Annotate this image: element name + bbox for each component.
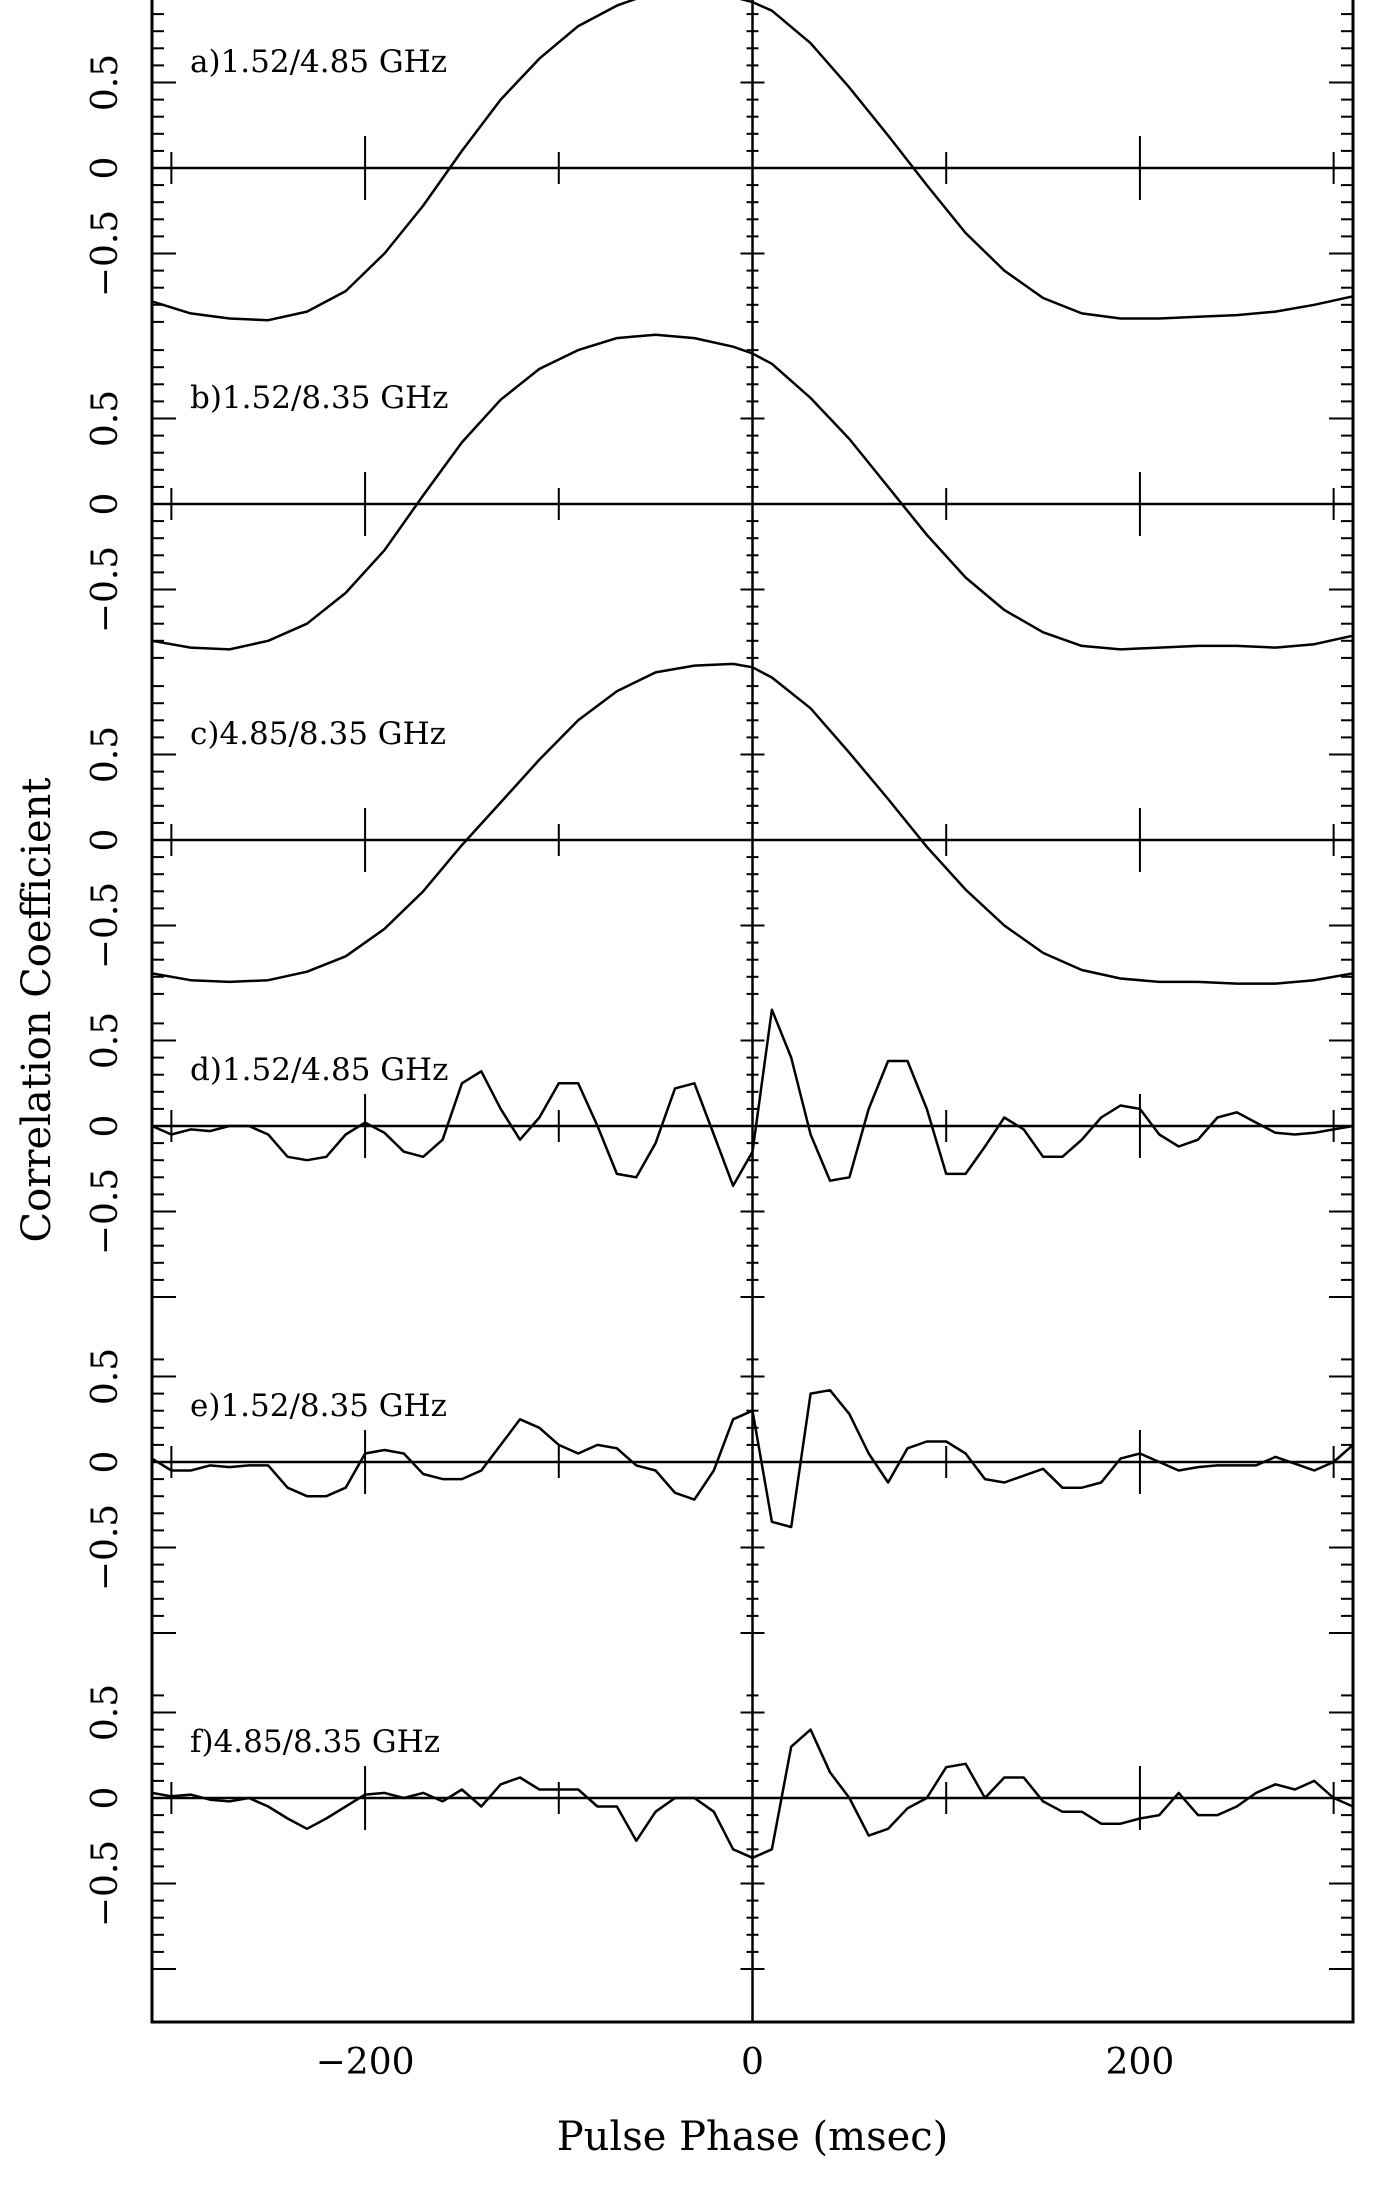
series-line-f: [151, 1728, 1354, 1860]
panel-f: −0.5 0 0.5 f)4.85/8.35 GHz: [85, 1684, 1354, 1970]
panel-e: −0.5 0 0.5 e)1.52/8.35 GHz: [85, 1348, 1354, 1634]
y-tick-label: 0.5: [85, 1348, 126, 1405]
panel-d: −0.5 0 0.5 d)1.52/4.85 GHz: [85, 1008, 1354, 1298]
y-tick-label: 0: [85, 1451, 126, 1474]
panels-group: −0.5 0 0.5 a)1.52/4.85 GHz −0.5 0 0.5 b)1.52/8.…: [85, 0, 1354, 2083]
y-tick-label: −0.5: [85, 1504, 126, 1591]
panel-label-e: e)1.52/8.35 GHz: [190, 1388, 447, 1424]
y-tick-label: 0.5: [85, 1012, 126, 1069]
panel-a: −0.5 0 0.5 a)1.52/4.85 GHz: [85, 0, 1354, 323]
x-axis-label: Pulse Phase (msec): [557, 2114, 949, 2160]
panel-c: −0.5 0 0.5 c)4.85/8.35 GHz: [85, 662, 1354, 995]
y-tick-label: 0.5: [85, 1684, 126, 1741]
x-tick-label: 0: [741, 2042, 764, 2083]
y-tick-label: 0.5: [85, 726, 126, 783]
y-tick-label: 0: [85, 157, 126, 180]
panel-b: −0.5 0 0.5 b)1.52/8.35 GHz: [85, 333, 1354, 659]
y-tick-label: 0: [85, 829, 126, 852]
series-line-a: [151, 0, 1354, 322]
series-line-b: [151, 333, 1354, 651]
y-axis-label: Correlation Coefficient: [14, 778, 60, 1243]
y-tick-label: 0: [85, 493, 126, 516]
series-line-e: [151, 1388, 1354, 1529]
panel-label-f: f)4.85/8.35 GHz: [190, 1724, 440, 1760]
y-tick-label: 0.5: [85, 390, 126, 447]
panel-label-a: a)1.52/4.85 GHz: [190, 44, 447, 80]
y-tick-label: −0.5: [85, 210, 126, 297]
y-tick-label: 0: [85, 1115, 126, 1138]
panel-label-c: c)4.85/8.35 GHz: [190, 716, 446, 752]
y-tick-label: 0: [85, 1787, 126, 1810]
plot-frame: [150, 0, 1355, 2024]
x-tick-label: −200: [316, 2042, 415, 2083]
y-tick-label: −0.5: [85, 1168, 126, 1255]
y-tick-label: −0.5: [85, 546, 126, 633]
y-tick-label: −0.5: [85, 882, 126, 969]
y-tick-label: −0.5: [85, 1840, 126, 1927]
series-line-d: [151, 1008, 1354, 1188]
x-tick-label: 200: [1106, 2042, 1175, 2083]
panel-label-d: d)1.52/4.85 GHz: [190, 1052, 448, 1088]
panel-label-b: b)1.52/8.35 GHz: [190, 380, 448, 416]
y-tick-label: 0.5: [85, 54, 126, 111]
series-line-c: [151, 662, 1354, 985]
